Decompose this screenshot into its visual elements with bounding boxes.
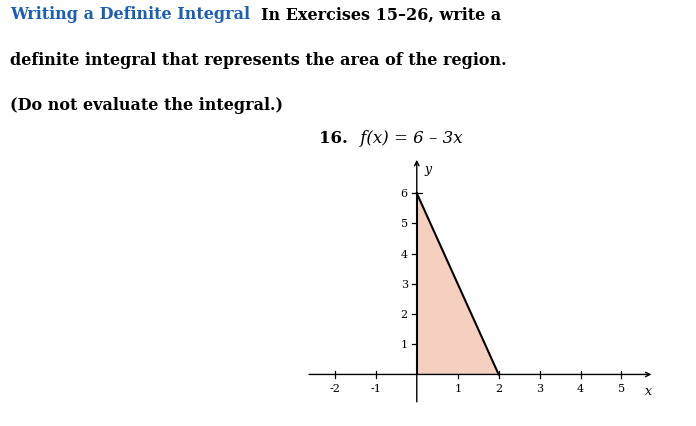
Text: 3: 3 — [536, 383, 543, 393]
Text: -2: -2 — [329, 383, 340, 393]
Text: definite integral that represents the area of the region.: definite integral that represents the ar… — [10, 52, 507, 69]
Text: 4: 4 — [401, 249, 408, 259]
Text: 16.: 16. — [319, 130, 348, 147]
Text: (Do not evaluate the integral.): (Do not evaluate the integral.) — [10, 97, 283, 114]
Text: x: x — [644, 384, 651, 397]
Text: 5: 5 — [401, 219, 408, 229]
Text: In Exercises 15–26, write a: In Exercises 15–26, write a — [261, 6, 501, 23]
Text: 6: 6 — [401, 189, 408, 199]
Text: 3: 3 — [401, 279, 408, 289]
Text: 2: 2 — [401, 309, 408, 320]
Text: -1: -1 — [370, 383, 381, 393]
Text: f(x) = 6 – 3x: f(x) = 6 – 3x — [355, 130, 463, 147]
Text: Writing a Definite Integral: Writing a Definite Integral — [10, 6, 251, 23]
Text: y: y — [424, 162, 432, 175]
Text: 4: 4 — [577, 383, 584, 393]
Text: 5: 5 — [618, 383, 625, 393]
Text: 1: 1 — [454, 383, 461, 393]
Polygon shape — [417, 194, 498, 374]
Text: 2: 2 — [495, 383, 503, 393]
Text: 1: 1 — [401, 340, 408, 349]
